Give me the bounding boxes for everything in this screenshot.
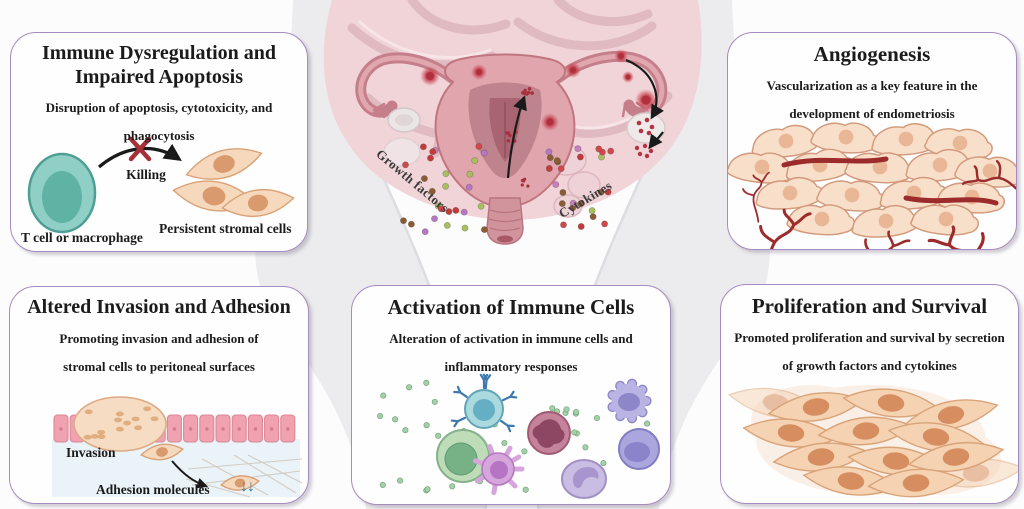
- lesion-arrows: [506, 58, 664, 179]
- right-ovary: [626, 112, 666, 144]
- panel-immune-dysregulation: Immune Dysregulation and Impaired Apopto…: [10, 32, 308, 252]
- cytokine-dots: [545, 145, 615, 230]
- proliferating-cells-illustration: [727, 385, 1018, 498]
- blocked-x-icon: [128, 136, 152, 162]
- vascularized-cells-illustration: [728, 122, 1016, 238]
- blood-vessels-illustration: [742, 156, 1016, 249]
- adhesion-molecules-label: Adhesion molecules: [96, 482, 210, 497]
- growth-factor-dots: [400, 142, 488, 236]
- invading-cell-cluster: [73, 396, 167, 452]
- panel-immune-activation: Activation of Immune Cells Alteration of…: [351, 285, 671, 505]
- adhesion-arrow: [171, 460, 209, 489]
- persistent-stromal-cells-label: Persistent stromal cells: [159, 221, 292, 236]
- persistent-stromal-cells-illustration: [172, 148, 295, 218]
- panel-invasion-adhesion: Altered Invasion and Adhesion Promoting …: [9, 286, 309, 504]
- stromal-cell-cluster: [727, 387, 1018, 498]
- immune-cell-group: [436, 373, 660, 499]
- killing-label: Killing: [126, 167, 166, 182]
- t-cell-illustration: [27, 152, 97, 234]
- invasion-illustration: [52, 396, 303, 498]
- angiogenesis-illustration: [728, 122, 1016, 249]
- invasion-label: Invasion: [66, 445, 116, 460]
- panel-angiogenesis: Angiogenesis Vascularization as a key fe…: [727, 32, 1017, 250]
- down-arrows-icon: ↓↓: [240, 478, 255, 495]
- apoptosis-illustration: [27, 136, 295, 234]
- stromal-cells-illustration: [140, 443, 261, 491]
- immune-cells-illustration: [377, 373, 660, 499]
- panel-proliferation-survival: Proliferation and Survival Promoted prol…: [720, 284, 1019, 504]
- peritoneal-epithelium-illustration: [53, 414, 296, 443]
- t-cell-label: T cell or macrophage: [21, 230, 143, 245]
